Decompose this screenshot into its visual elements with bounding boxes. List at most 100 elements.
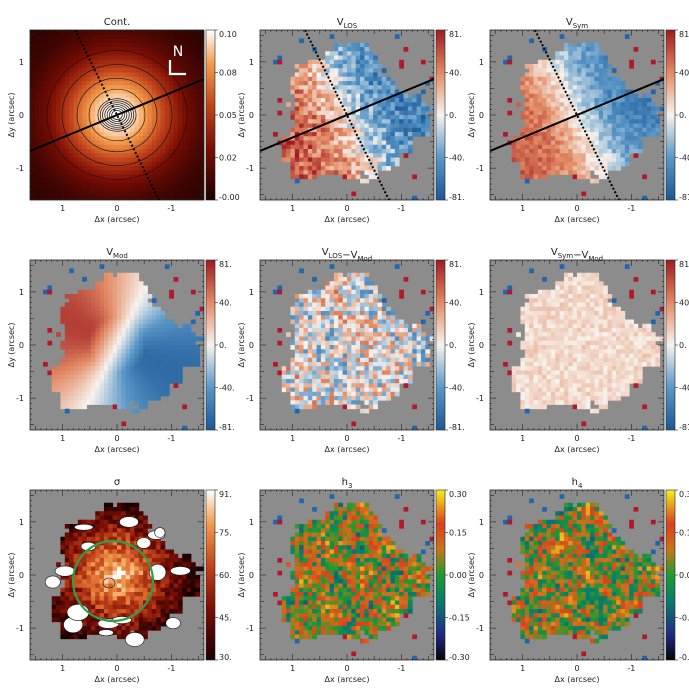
y-axis-label: Δy (arcsec) (467, 553, 476, 598)
x-tick-label: 0 (114, 204, 119, 213)
colorbar (206, 260, 215, 430)
colorbar-tick-label: 0.15 (679, 529, 689, 538)
y-axis-label: Δy (arcsec) (237, 93, 246, 138)
contour (67, 604, 89, 620)
x-axis-label: Δx (arcsec) (555, 445, 600, 454)
y-tick-label: 0 (249, 571, 254, 580)
colorbar-tick-label: -0.00 (219, 193, 240, 202)
colorbar-tick-label: -81. (449, 423, 465, 432)
x-axis-label: Δx (arcsec) (555, 675, 600, 684)
y-tick-label: 0 (19, 571, 24, 580)
colorbar-tick-label: -81. (449, 193, 465, 202)
colorbar-tick-label: -40. (449, 154, 465, 163)
y-tick-label: 0 (19, 341, 24, 350)
panel-3: 10-110-1Δx (arcsec)Δy (arcsec)VSym81.40.… (467, 17, 689, 224)
panel-title: VSym (566, 17, 588, 30)
colorbar (206, 30, 215, 200)
colorbar (206, 490, 215, 660)
colorbar (666, 260, 675, 430)
y-tick-label: 1 (479, 518, 484, 527)
x-tick-label: 1 (520, 664, 525, 673)
y-tick-label: 1 (19, 518, 24, 527)
panel-title: VLOS (337, 17, 358, 30)
y-tick-label: -1 (476, 164, 484, 173)
y-axis-label: Δy (arcsec) (7, 93, 16, 138)
x-tick-label: -1 (167, 204, 175, 213)
colorbar-tick-label: -0.15 (449, 614, 470, 623)
x-axis-label: Δx (arcsec) (95, 445, 140, 454)
x-tick-label: 0 (574, 434, 579, 443)
y-tick-label: 0 (479, 571, 484, 580)
y-tick-label: -1 (476, 394, 484, 403)
colorbar-tick-label: 91. (219, 490, 232, 499)
contour (45, 576, 60, 588)
y-tick-label: 0 (19, 111, 24, 120)
x-axis-label: Δx (arcsec) (95, 215, 140, 224)
x-axis-label: Δx (arcsec) (95, 675, 140, 684)
panel-title: σ (114, 477, 121, 488)
x-tick-label: 0 (574, 204, 579, 213)
x-tick-label: 0 (574, 664, 579, 673)
x-tick-label: -1 (397, 664, 405, 673)
contour (155, 528, 166, 538)
contour (119, 517, 138, 528)
x-tick-label: 1 (60, 664, 65, 673)
y-tick-label: 1 (249, 288, 254, 297)
colorbar-tick-label: 0.05 (219, 111, 237, 120)
colorbar-tick-label: -40. (219, 384, 235, 393)
y-axis-label: Δy (arcsec) (467, 93, 476, 138)
colorbar-tick-label: -0.30 (449, 653, 470, 662)
y-tick-label: 1 (249, 58, 254, 67)
x-tick-label: 0 (114, 434, 119, 443)
x-axis-label: Δx (arcsec) (325, 445, 370, 454)
y-axis-label: Δy (arcsec) (7, 323, 16, 368)
panel-9: 10-110-1Δx (arcsec)Δy (arcsec)h40.300.15… (467, 477, 689, 684)
x-tick-label: -1 (627, 434, 635, 443)
contour (99, 630, 114, 636)
y-tick-label: 0 (249, 111, 254, 120)
x-tick-label: 1 (60, 434, 65, 443)
y-tick-label: -1 (16, 624, 24, 633)
colorbar-tick-label: 81. (449, 260, 462, 269)
y-tick-label: 1 (19, 58, 24, 67)
y-tick-label: 1 (249, 518, 254, 527)
colorbar-tick-label: 40. (679, 69, 689, 78)
north-arrow-label: N (173, 44, 183, 60)
colorbar-tick-label: 0. (679, 111, 687, 120)
colorbar-tick-label: 40. (449, 299, 462, 308)
x-tick-label: -1 (167, 664, 175, 673)
colorbar (436, 260, 445, 430)
colorbar-tick-label: 40. (219, 299, 232, 308)
colorbar (666, 30, 675, 200)
colorbar-tick-label: 40. (449, 69, 462, 78)
x-tick-label: -1 (397, 434, 405, 443)
contour (166, 618, 181, 629)
y-tick-label: -1 (246, 164, 254, 173)
colorbar-tick-label: 0.30 (449, 490, 467, 499)
colorbar-tick-label: 75. (219, 529, 232, 538)
contour (125, 632, 144, 646)
colorbar-tick-label: 0. (449, 341, 457, 350)
x-tick-label: -1 (397, 204, 405, 213)
colorbar-tick-label: 0.02 (219, 154, 237, 163)
x-tick-label: 0 (344, 434, 349, 443)
x-axis-label: Δx (arcsec) (555, 215, 600, 224)
colorbar-tick-label: 0.00 (449, 571, 467, 580)
panel-title: h4 (572, 477, 583, 490)
y-tick-label: -1 (16, 394, 24, 403)
colorbar-tick-label: 45. (219, 614, 232, 623)
x-tick-label: -1 (167, 434, 175, 443)
y-tick-label: 0 (479, 111, 484, 120)
colorbar-tick-label: -0.15 (679, 614, 689, 623)
y-tick-label: -1 (246, 394, 254, 403)
x-axis-label: Δx (arcsec) (325, 675, 370, 684)
y-tick-label: -1 (246, 624, 254, 633)
x-axis-label: Δx (arcsec) (325, 215, 370, 224)
y-axis-label: Δy (arcsec) (237, 323, 246, 368)
